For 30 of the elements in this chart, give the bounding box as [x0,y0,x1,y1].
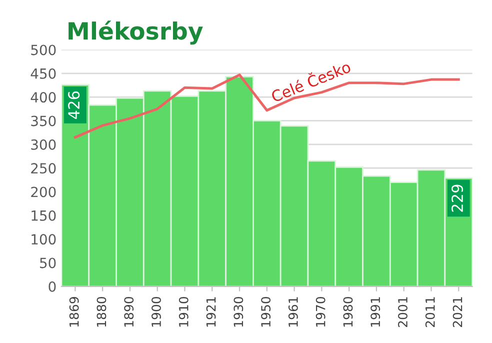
y-tick-label: 350 [31,116,56,126]
y-tick-label: 150 [32,210,56,221]
y-tick-label: 500 [31,44,56,56]
x-tick-label: 1900 [152,296,161,327]
y-tick-label: 200 [31,186,56,198]
x-tick-label: 1980 [343,296,353,327]
x-tick-label: 1991 [370,297,380,327]
x-tick-label: 1880 [96,296,106,327]
data-label: 426 [68,91,80,119]
y-tick-label: 0 [48,281,56,292]
text: Celé Česko [269,58,352,103]
y-tick-label: 50 [40,258,56,268]
data-label: 229 [452,184,464,212]
x-tick-label: 1910 [178,296,188,327]
x-tick-label: 2011 [425,297,435,328]
x-tick-label: 1869 [69,297,79,327]
x-tick-label: 1890 [124,296,134,327]
y-tick-label: 100 [32,234,56,245]
chart-title: Mlékosrby [68,20,203,45]
y-tick-label: 450 [30,68,56,79]
x-tick-label: 1950 [261,296,271,327]
x-tick-label: 2001 [398,297,408,328]
x-tick-label: 1961 [288,297,298,327]
y-tick-label: 300 [31,139,56,150]
x-tick-label: 1921 [206,297,216,327]
x-tick-label: 1930 [234,296,244,327]
y-tick-label: 400 [30,92,56,103]
x-tick-label: 2021 [452,297,462,328]
x-tick-label: 1970 [316,296,326,327]
y-tick-label: 250 [31,163,56,174]
